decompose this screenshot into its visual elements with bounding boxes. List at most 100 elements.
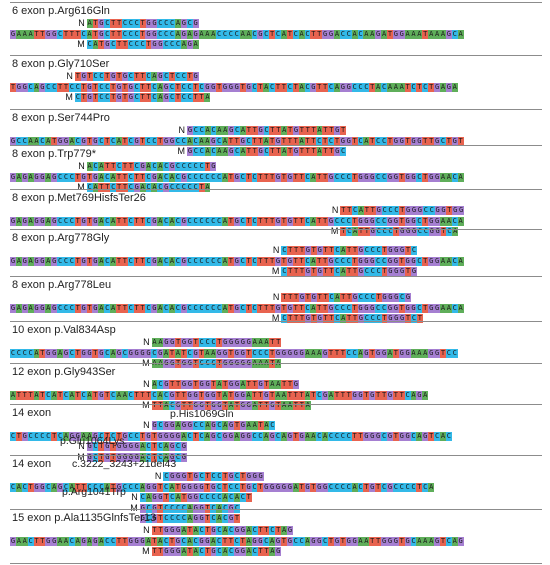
nucleotide-T: T xyxy=(104,390,111,400)
nucleotide-T: T xyxy=(74,216,81,226)
nucleotide-A: A xyxy=(204,29,211,39)
nucleotide-C: C xyxy=(251,256,258,266)
nucleotide-T: T xyxy=(322,256,329,266)
nucleotide-A: A xyxy=(210,29,217,39)
nucleotide-G: G xyxy=(263,390,270,400)
nucleotide-G: G xyxy=(180,172,187,182)
nucleotide-A: A xyxy=(45,172,52,182)
nucleotide-C: C xyxy=(251,303,258,313)
nucleotide-T: T xyxy=(86,303,93,313)
nucleotide-C: C xyxy=(381,227,388,236)
nucleotide-T: T xyxy=(269,216,276,226)
nucleotide-A: A xyxy=(169,303,175,313)
nucleotide-C: C xyxy=(216,136,223,146)
nucleotide-A: A xyxy=(15,482,22,492)
nucleotide-G: G xyxy=(86,452,93,462)
nucleotide-G: G xyxy=(163,93,170,102)
nucleotide-A: A xyxy=(351,29,358,39)
nucleotide-G: G xyxy=(233,390,240,400)
nucleotide-T: T xyxy=(151,431,158,441)
nucleotide-G: G xyxy=(39,303,46,313)
nucleotide-T: T xyxy=(304,126,311,135)
nucleotide-A: A xyxy=(440,82,446,92)
nucleotide-G: G xyxy=(233,303,240,313)
nucleotide-C: C xyxy=(204,256,211,266)
nucleotide-G: G xyxy=(275,547,282,556)
nucleotide-G: G xyxy=(98,348,105,358)
nucleotide-G: G xyxy=(10,256,16,266)
nucleotide-A: A xyxy=(116,390,122,400)
nucleotide-G: G xyxy=(174,536,181,546)
nucleotide-A: A xyxy=(86,536,93,546)
nucleotide-A: A xyxy=(357,348,364,358)
nucleotide-C: C xyxy=(345,348,352,358)
nucleotide-T: T xyxy=(392,390,399,400)
nucleotide-T: T xyxy=(245,348,252,358)
nucleotide-C: C xyxy=(375,172,382,182)
nucleotide-G: G xyxy=(180,482,187,492)
nucleotide-C: C xyxy=(446,227,453,236)
nucleotide-T: T xyxy=(33,29,40,39)
nucleotide-C: C xyxy=(21,136,28,146)
strand-tag: M xyxy=(77,39,85,49)
panel-title: 8 exon p.Trp779* xyxy=(12,148,96,160)
panel-title: 14 exon xyxy=(12,407,52,419)
nucleotide-G: G xyxy=(310,536,317,546)
nucleotide-A: A xyxy=(68,482,75,492)
nucleotide-G: G xyxy=(228,472,235,481)
nucleotide-G: G xyxy=(410,303,417,313)
nucleotide-T: T xyxy=(145,93,152,102)
nucleotide-G: G xyxy=(286,216,293,226)
nucleotide-A: A xyxy=(86,431,93,441)
nucleotide-T: T xyxy=(139,390,146,400)
nucleotide-C: C xyxy=(393,206,400,215)
nucleotide-A: A xyxy=(27,172,34,182)
nucleotide-C: C xyxy=(175,514,182,523)
nucleotide-T: T xyxy=(74,390,81,400)
nucleotide-T: T xyxy=(104,72,111,81)
nucleotide-A: A xyxy=(139,452,146,462)
nucleotide-T: T xyxy=(169,536,175,546)
nucleotide-G: G xyxy=(239,338,246,347)
nucleotide-A: A xyxy=(204,136,211,146)
nucleotide-A: A xyxy=(416,348,423,358)
nucleotide-C: C xyxy=(127,482,134,492)
nucleotide-T: T xyxy=(121,216,128,226)
nucleotide-C: C xyxy=(216,482,223,492)
nucleotide-C: C xyxy=(175,442,181,451)
nucleotide-G: G xyxy=(180,19,187,28)
nucleotide-A: A xyxy=(21,536,28,546)
nucleotide-G: G xyxy=(186,421,193,430)
nucleotide-T: T xyxy=(133,256,140,266)
nucleotide-G: G xyxy=(175,526,182,535)
nucleotide-G: G xyxy=(151,303,158,313)
nucleotide-C: C xyxy=(45,482,52,492)
nucleotide-T: T xyxy=(328,536,334,546)
nucleotide-G: G xyxy=(357,314,364,323)
nucleotide-C: C xyxy=(410,314,417,323)
nucleotide-T: T xyxy=(346,267,353,276)
nucleotide-A: A xyxy=(428,29,435,39)
nucleotide-G: G xyxy=(74,431,81,441)
nucleotide-G: G xyxy=(210,162,217,171)
nucleotide-G: G xyxy=(357,246,364,255)
nucleotide-G: G xyxy=(63,348,69,358)
nucleotide-G: G xyxy=(369,256,376,266)
nucleotide-G: G xyxy=(92,136,99,146)
nucleotide-G: G xyxy=(133,536,140,546)
nucleotide-G: G xyxy=(127,442,134,451)
nucleotide-A: A xyxy=(139,482,146,492)
nucleotide-T: T xyxy=(245,216,252,226)
nucleotide-A: A xyxy=(163,452,170,462)
nucleotide-G: G xyxy=(393,246,400,255)
nucleotide-G: G xyxy=(275,303,281,313)
nucleotide-C: C xyxy=(127,303,134,313)
panel-title: 8 exon p.Arg778Leu xyxy=(12,279,112,291)
nucleotide-C: C xyxy=(216,526,223,535)
nucleotide-T: T xyxy=(328,314,335,323)
nucleotide-T: T xyxy=(352,314,358,323)
nucleotide-G: G xyxy=(316,314,323,323)
